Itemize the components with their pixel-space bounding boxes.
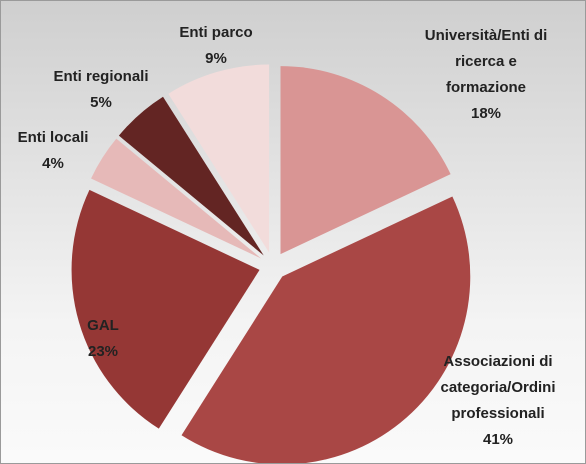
value-label: 9% xyxy=(205,50,227,67)
category-label: Enti regionali xyxy=(53,68,149,85)
pie-slice xyxy=(118,96,264,256)
category-label: GAL xyxy=(87,317,119,334)
pie-slice xyxy=(91,138,262,259)
pie-slice xyxy=(280,66,451,255)
category-label: Associazioni di categoria/Ordini profess… xyxy=(440,353,556,422)
category-label: Enti locali xyxy=(17,129,89,146)
pie-slice xyxy=(181,196,471,463)
slice-label: GAL 23% xyxy=(73,313,133,365)
slice-label: Enti locali 4% xyxy=(3,125,103,177)
slice-label: Associazioni di categoria/Ordini profess… xyxy=(423,349,573,453)
pie-slice xyxy=(168,64,270,253)
category-label: Università/Enti di ricerca e formazione xyxy=(424,27,548,96)
value-label: 18% xyxy=(470,105,502,122)
value-label: 4% xyxy=(42,155,64,172)
slice-label: Enti parco 9% xyxy=(166,20,266,72)
value-label: 41% xyxy=(482,431,514,448)
slice-label: Università/Enti di ricerca e formazione 1… xyxy=(421,23,551,127)
category-label: Enti parco xyxy=(179,24,253,41)
value-label: 23% xyxy=(87,343,119,360)
pie-slice xyxy=(71,189,260,429)
value-label: 5% xyxy=(90,94,112,111)
slice-label: Enti regionali 5% xyxy=(36,64,166,116)
